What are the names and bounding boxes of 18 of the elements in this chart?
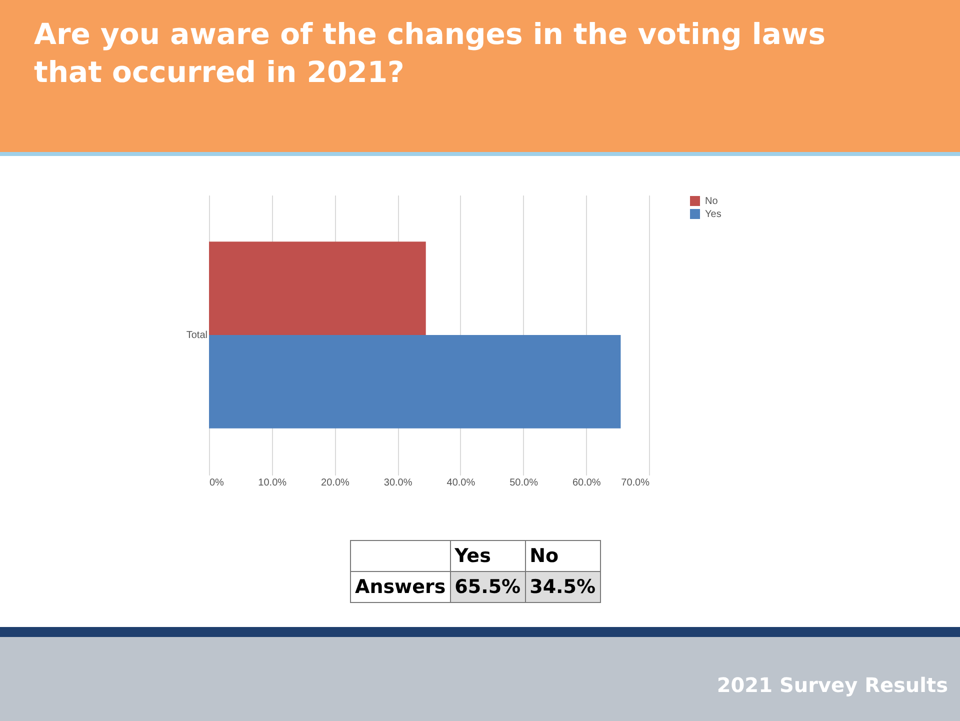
x-tick-label: 30.0%: [384, 478, 412, 488]
text: No: [530, 545, 559, 567]
text: 2021 Survey Results: [716, 673, 948, 697]
text: Yes: [454, 545, 491, 567]
x-tick-label: 40.0%: [446, 478, 476, 488]
x-tick-label: 20.0%: [321, 478, 350, 488]
text: Answers: [350, 572, 450, 602]
y-tick-label: Total: [186, 330, 208, 341]
text: 34.5%: [525, 572, 600, 602]
x-tick-label: 0%: [210, 478, 224, 488]
x-tick-label: 50.0%: [510, 478, 538, 488]
x-tick-label: 60.0%: [572, 478, 601, 488]
text: 65.5%: [450, 572, 526, 602]
x-tick-label: 70.0%: [621, 478, 650, 488]
x-tick-label: 10.0%: [258, 478, 287, 488]
legend-label: Yes: [705, 209, 722, 220]
legend-label: No: [705, 196, 718, 207]
chart-title: Are you aware of the changes in the voting laws that occurred in 2021?: [33, 16, 826, 91]
